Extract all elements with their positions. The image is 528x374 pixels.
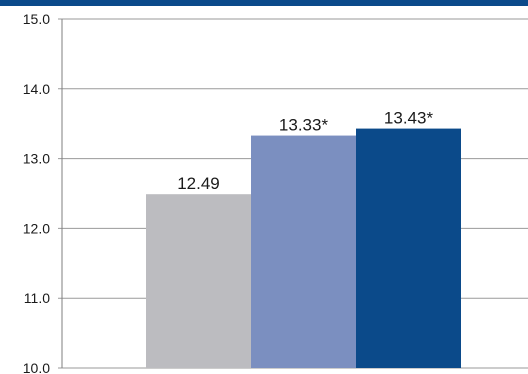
bar-1-data-label: 12.49 [177,174,220,193]
y-tick-label-4: 14.0 [23,81,50,97]
bar-layer [146,128,461,368]
y-tick-label-1: 11.0 [24,290,50,306]
y-tick-label-5: 15.0 [23,11,50,27]
bar-2 [251,135,356,368]
top-band [0,0,528,6]
bar-1 [146,194,251,368]
y-tick-label-2: 12.0 [23,220,50,236]
bar-3 [356,128,461,368]
bar-3-data-label: 13.43* [384,109,434,128]
label-layer: 10.0 11.0 12.0 13.0 14.0 15.0 12.49 13.33* 13.43… [23,11,434,374]
bar-2-data-label: 13.33* [279,116,329,135]
y-tick-label-3: 13.0 [23,151,50,167]
y-tick-label-0: 10.0 [23,360,50,374]
